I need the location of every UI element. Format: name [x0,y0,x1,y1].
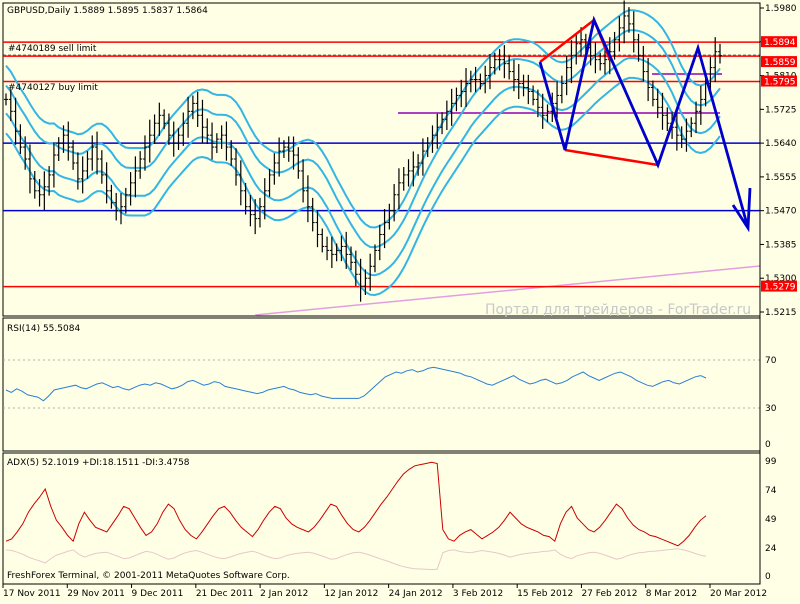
price-tag-label: 1.5859 [764,58,796,68]
main-chart-layer [3,0,761,316]
band-line [5,57,721,277]
blue-pattern-line [538,15,750,229]
band-line [5,9,721,229]
band-line [5,76,721,297]
price-tick-label: 1.5640 [765,139,797,149]
adx-tick-label: 24 [765,544,777,554]
axis-layer: 1.59801.58951.58101.57251.56401.55551.54… [2,3,797,599]
price-tag [761,280,797,292]
price-tag [761,36,797,48]
blue-arrowhead [731,187,752,233]
price-tag-label: 1.5279 [764,283,796,293]
adx-panel [2,452,761,585]
symbol-header: GBPUSD,Daily 1.5889 1.5895 1.5837 1.5864 [7,6,208,16]
adx-tick-label: 99 [765,457,777,467]
price-tick-label: 1.5300 [765,274,797,284]
rsi-line [5,366,707,402]
price-tick-label: 1.5385 [765,240,797,250]
rsi-layer [3,359,760,409]
price-tag [761,75,797,87]
sell-limit-label: #4740189 sell limit [8,44,97,54]
x-tick-label: 27 Feb 2012 [581,589,637,599]
x-tick-label: 24 Jan 2012 [389,589,443,599]
red-pattern-line [564,148,659,167]
trend-line [254,265,761,316]
x-tick-label: 2 Jan 2012 [260,589,308,599]
price-tick-label: 1.5555 [765,173,797,183]
price-tick-label: 1.5725 [765,105,797,115]
adx-label: ADX(5) 52.1019 +DI:18.1511 -DI:3.4758 [7,458,190,468]
rsi-label: RSI(14) 55.5084 [7,324,80,334]
x-tick-label: 20 Mar 2012 [710,589,767,599]
di-line [5,548,707,571]
x-tick-label: 12 Jan 2012 [324,589,378,599]
x-tick-label: 8 Mar 2012 [646,589,697,599]
watermark: Портал для трейдеров - ForTrader.ru [485,302,751,318]
price-tick-label: 1.5980 [765,4,797,14]
buy-limit-label: #4740127 buy limit [8,83,98,93]
x-tick-label: 3 Feb 2012 [453,589,503,599]
adx-tick-label: 74 [765,486,777,496]
x-tick-label: 21 Dec 2011 [196,589,254,599]
band-line [5,29,721,249]
adx-line [5,461,707,547]
price-tick-label: 1.5470 [765,207,797,217]
rsi-panel [2,317,761,452]
price-tag [761,56,797,68]
rsi-tick-label: 70 [765,356,777,366]
adx-tick-label: 0 [765,572,771,582]
price-tag-label: 1.5894 [764,38,796,48]
rsi-tick-label: 0 [765,440,771,450]
price-tag-label: 1.5795 [764,78,796,88]
rsi-tick-label: 30 [765,404,777,414]
x-tick-label: 17 Nov 2011 [3,589,61,599]
x-tick-label: 9 Dec 2011 [132,589,184,599]
x-tick-label: 15 Feb 2012 [517,589,573,599]
copyright-text: FreshForex Terminal, © 2001-2011 MetaQuo… [7,571,290,581]
adx-layer [5,461,707,571]
adx-tick-label: 49 [765,515,777,525]
price-tick-label: 1.5215 [765,308,797,318]
x-tick-label: 29 Nov 2011 [67,589,125,599]
